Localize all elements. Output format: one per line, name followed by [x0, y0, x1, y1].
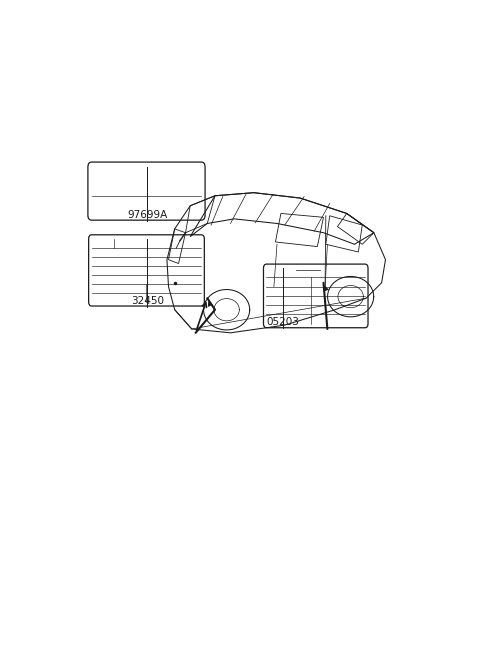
Text: 05203: 05203 — [267, 318, 300, 327]
Text: 32450: 32450 — [131, 296, 164, 306]
Text: 97699A: 97699A — [127, 210, 168, 220]
